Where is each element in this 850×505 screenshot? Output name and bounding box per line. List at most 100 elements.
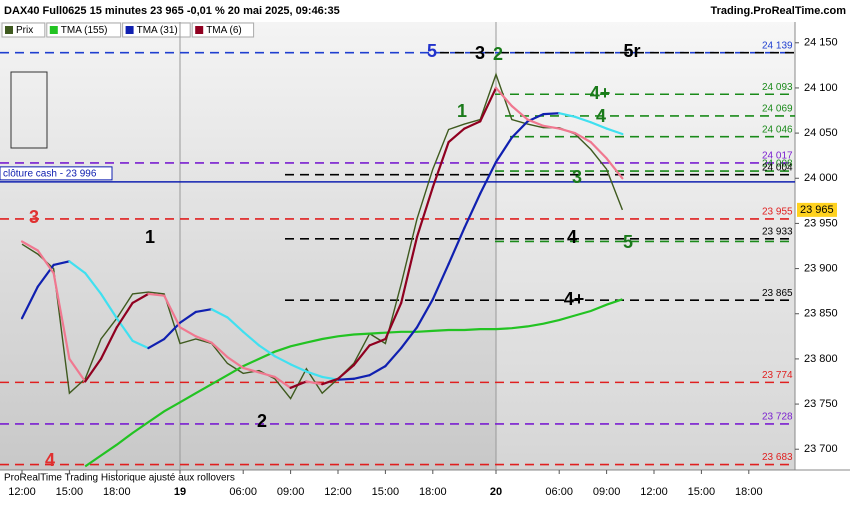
series-segment (289, 363, 308, 373)
x-tick-label: 18:00 (419, 486, 447, 498)
series-segment (431, 262, 450, 301)
level-label: 23 865 (762, 288, 793, 299)
y-tick-label: 24 100 (804, 82, 838, 94)
legend-label: TMA (31) (137, 25, 178, 36)
series-segment (210, 341, 229, 359)
series-segment (68, 357, 87, 383)
series-segment (463, 120, 482, 130)
close-label: clôture cash - 23 996 (3, 169, 97, 180)
series-segment (273, 355, 292, 366)
header-title: DAX40 Full0625 15 minutes 23 965 -0,01 %… (4, 5, 340, 17)
series-segment (226, 355, 245, 370)
price-line (21, 72, 624, 400)
series-segment (210, 308, 229, 319)
series-segment (305, 370, 324, 379)
level-label: 24 004 (762, 162, 793, 173)
series-segment (84, 357, 103, 383)
series-segment (526, 118, 545, 127)
legend-box (191, 22, 255, 38)
series-segment (510, 120, 529, 139)
series-segment (163, 321, 182, 341)
series-segment (52, 260, 71, 267)
wave-label: 4 (596, 106, 606, 126)
legend-swatch (125, 26, 134, 34)
series-segment (605, 127, 624, 136)
legend-swatch (5, 26, 13, 34)
x-tick-label: 20 (490, 486, 502, 498)
series-segment (336, 377, 355, 381)
series-segment (178, 310, 197, 324)
x-tick-label: 15:00 (372, 486, 400, 498)
x-tick-label: 12:00 (8, 486, 36, 498)
series-segment (384, 346, 403, 368)
level-label: 23 774 (762, 370, 793, 381)
series-segment (84, 271, 103, 295)
series-segment (242, 330, 261, 347)
x-tick-label: 09:00 (593, 486, 621, 498)
series-segment (36, 249, 55, 275)
last-price-box (797, 202, 837, 217)
close-label-box (0, 166, 113, 181)
legend-box (122, 22, 191, 38)
series-segment (178, 326, 197, 338)
legend-swatch (195, 26, 204, 34)
legend-label: Prix (16, 25, 33, 36)
series-segment (20, 240, 39, 252)
legend-label: TMA (155) (61, 25, 108, 36)
series-segment (257, 371, 276, 379)
series-segment (289, 380, 308, 389)
legend-box (46, 22, 122, 38)
wave-label: 4 (45, 450, 55, 470)
series-segment (431, 141, 450, 189)
series-segment (573, 131, 592, 144)
x-tick-label: 06:00 (229, 486, 257, 498)
empty-box (10, 71, 48, 149)
level-label: 24 139 (762, 40, 793, 51)
series-segment (558, 127, 577, 135)
plot-area (0, 22, 795, 470)
series-segment (68, 260, 87, 275)
y-tick-label: 23 700 (804, 443, 838, 455)
series-segment (400, 235, 419, 305)
legend: Prix TMA (155) TMA (31) TMA (6) (1, 22, 255, 38)
series-segment (305, 380, 324, 386)
site-name: Trading.ProRealTime.com (710, 5, 846, 17)
series-segment (605, 157, 624, 180)
x-tick-label: 09:00 (277, 486, 305, 498)
series-segment (368, 337, 387, 347)
series-segment (147, 337, 166, 350)
level-label: 23 683 (762, 452, 793, 463)
series-segment (542, 124, 561, 130)
wave-label: 4+ (564, 289, 585, 309)
series-segment (447, 127, 466, 144)
series-segment (194, 335, 213, 344)
series-segment (257, 344, 276, 358)
series-segment (479, 160, 498, 195)
series-segment (226, 316, 245, 333)
legend-label: TMA (6) (206, 25, 242, 36)
series-segment (194, 308, 213, 314)
series-segment (589, 121, 608, 130)
x-tick-label: 06:00 (545, 486, 573, 498)
wave-label: 2 (493, 44, 503, 64)
last-price-label: 23 965 (800, 204, 834, 216)
level-label: 23 933 (762, 226, 793, 237)
series-line (84, 298, 623, 468)
wave-label: 1 (145, 227, 155, 247)
series-segment (463, 192, 482, 230)
series-segment (447, 226, 466, 266)
wave-label: 1 (457, 101, 467, 121)
x-tick-label: 15:00 (688, 486, 716, 498)
wave-label: 3 (29, 207, 39, 227)
series-segment (273, 375, 292, 389)
series-segment (494, 86, 513, 108)
series-segment (479, 86, 498, 123)
x-tick-label: 19 (174, 486, 186, 498)
y-tick-label: 24 050 (804, 127, 838, 139)
series-segment (352, 344, 371, 367)
series-segment (368, 365, 387, 377)
wave-label: 3 (475, 43, 485, 63)
y-tick-label: 23 750 (804, 398, 838, 410)
series-segment (99, 292, 118, 320)
